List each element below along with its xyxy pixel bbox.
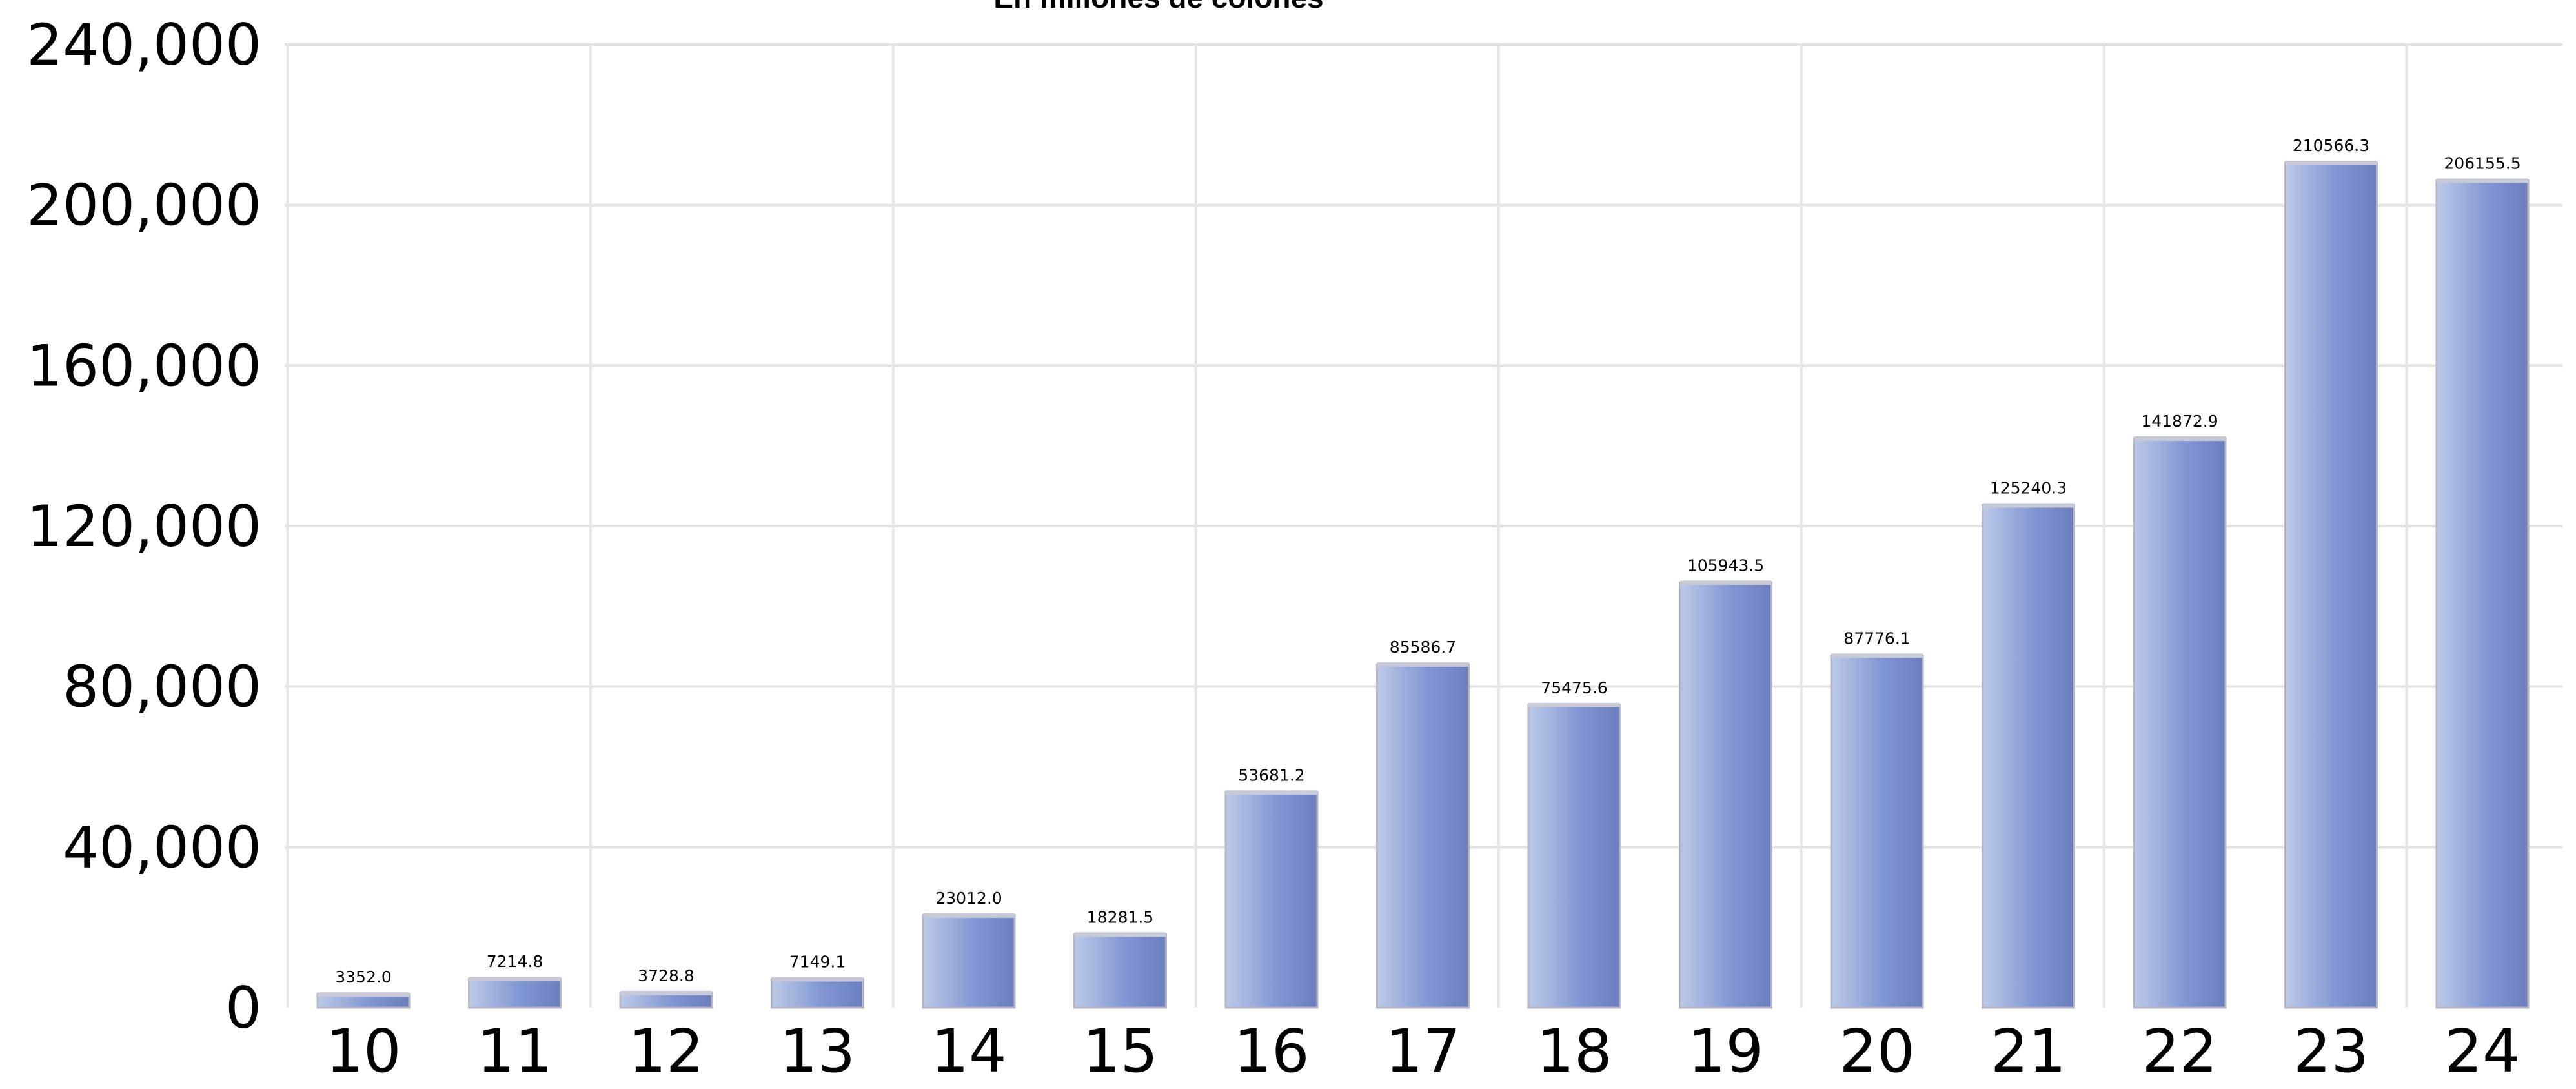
x-tick-label: 10	[325, 1017, 401, 1086]
x-tick-label: 20	[1839, 1017, 1914, 1086]
y-tick-label: 40,000	[63, 814, 261, 880]
bar	[1073, 933, 1167, 1009]
bar	[1679, 581, 1772, 1009]
x-tick-label: 13	[780, 1017, 855, 1086]
data-label: 18281.5	[1087, 908, 1153, 926]
bar-top-cap	[2134, 436, 2226, 442]
bar	[2435, 179, 2530, 1009]
bar-top-cap	[1377, 662, 1469, 667]
y-tick-label: 200,000	[26, 172, 261, 239]
x-tick-label: 23	[2293, 1017, 2369, 1086]
x-tick-label: 17	[1385, 1017, 1461, 1086]
data-label: 23012.0	[935, 889, 1002, 908]
data-label: 75475.6	[1541, 678, 1607, 697]
y-tick-label: 240,000	[26, 12, 261, 78]
bar	[771, 978, 864, 1009]
bar-top-cap	[771, 977, 864, 982]
x-tick-label: 12	[628, 1017, 704, 1086]
data-label: 125240.3	[1990, 478, 2067, 497]
gridlines	[285, 43, 2562, 1008]
y-axis: 0 40,000 80,000 120,000 160,000 200,000 240,00…	[26, 12, 261, 1041]
chart-title: En millones de colones	[993, 0, 1323, 14]
bar-top-cap	[1528, 702, 1620, 707]
bar	[468, 977, 562, 1009]
data-label: 7214.8	[487, 952, 543, 971]
data-label: 53681.2	[1238, 766, 1304, 784]
bar-top-cap	[318, 992, 409, 997]
bar	[1527, 704, 1621, 1009]
data-label: 3352.0	[335, 968, 391, 986]
bar-top-cap	[469, 977, 561, 982]
y-tick-label: 80,000	[63, 654, 261, 720]
x-tick-label: 21	[1991, 1017, 2066, 1086]
data-labels: 3352.0 7214.8 3728.8 7149.1 23012.0 18281.5 53…	[335, 136, 2520, 986]
data-label: 210566.3	[2293, 136, 2369, 155]
data-label: 105943.5	[1687, 556, 1764, 575]
bar-top-cap	[923, 913, 1015, 918]
data-label: 87776.1	[1843, 629, 1910, 647]
data-label: 3728.8	[638, 966, 694, 985]
bar	[1982, 504, 2075, 1009]
y-tick-label: 120,000	[26, 493, 261, 560]
x-tick-label: 15	[1082, 1017, 1158, 1086]
bars	[316, 160, 2530, 1009]
bar	[2284, 161, 2378, 1009]
y-tick-label: 160,000	[26, 332, 261, 399]
x-tick-label: 11	[477, 1017, 553, 1086]
bar-top-cap	[1679, 580, 1772, 585]
data-label: 141872.9	[2141, 412, 2218, 431]
bar	[1376, 663, 1470, 1009]
bar-top-cap	[1074, 932, 1166, 937]
x-tick-label: 16	[1233, 1017, 1309, 1086]
bar-top-cap	[2285, 160, 2377, 165]
bar-top-cap	[2437, 178, 2528, 183]
bar	[1830, 654, 1924, 1009]
x-tick-label: 24	[2444, 1017, 2520, 1086]
bar-top-cap	[620, 990, 712, 995]
data-label: 206155.5	[2444, 154, 2520, 172]
x-tick-label: 14	[931, 1017, 1006, 1086]
bar-top-cap	[1226, 790, 1317, 795]
bar-top-cap	[1982, 503, 2074, 508]
x-tick-label: 18	[1536, 1017, 1612, 1086]
data-label: 85586.7	[1390, 638, 1456, 656]
bar	[922, 914, 1016, 1009]
bar	[2133, 437, 2227, 1009]
x-tick-label: 22	[2142, 1017, 2217, 1086]
x-tick-label: 19	[1688, 1017, 1763, 1086]
y-tick-label: 0	[225, 975, 261, 1041]
x-axis: 10 11 12 13 14 15 16 17 18 19 20 21 22 23 24	[325, 1017, 2520, 1086]
bar	[1224, 791, 1319, 1009]
bar-top-cap	[1831, 653, 1923, 658]
data-label: 7149.1	[789, 953, 846, 972]
